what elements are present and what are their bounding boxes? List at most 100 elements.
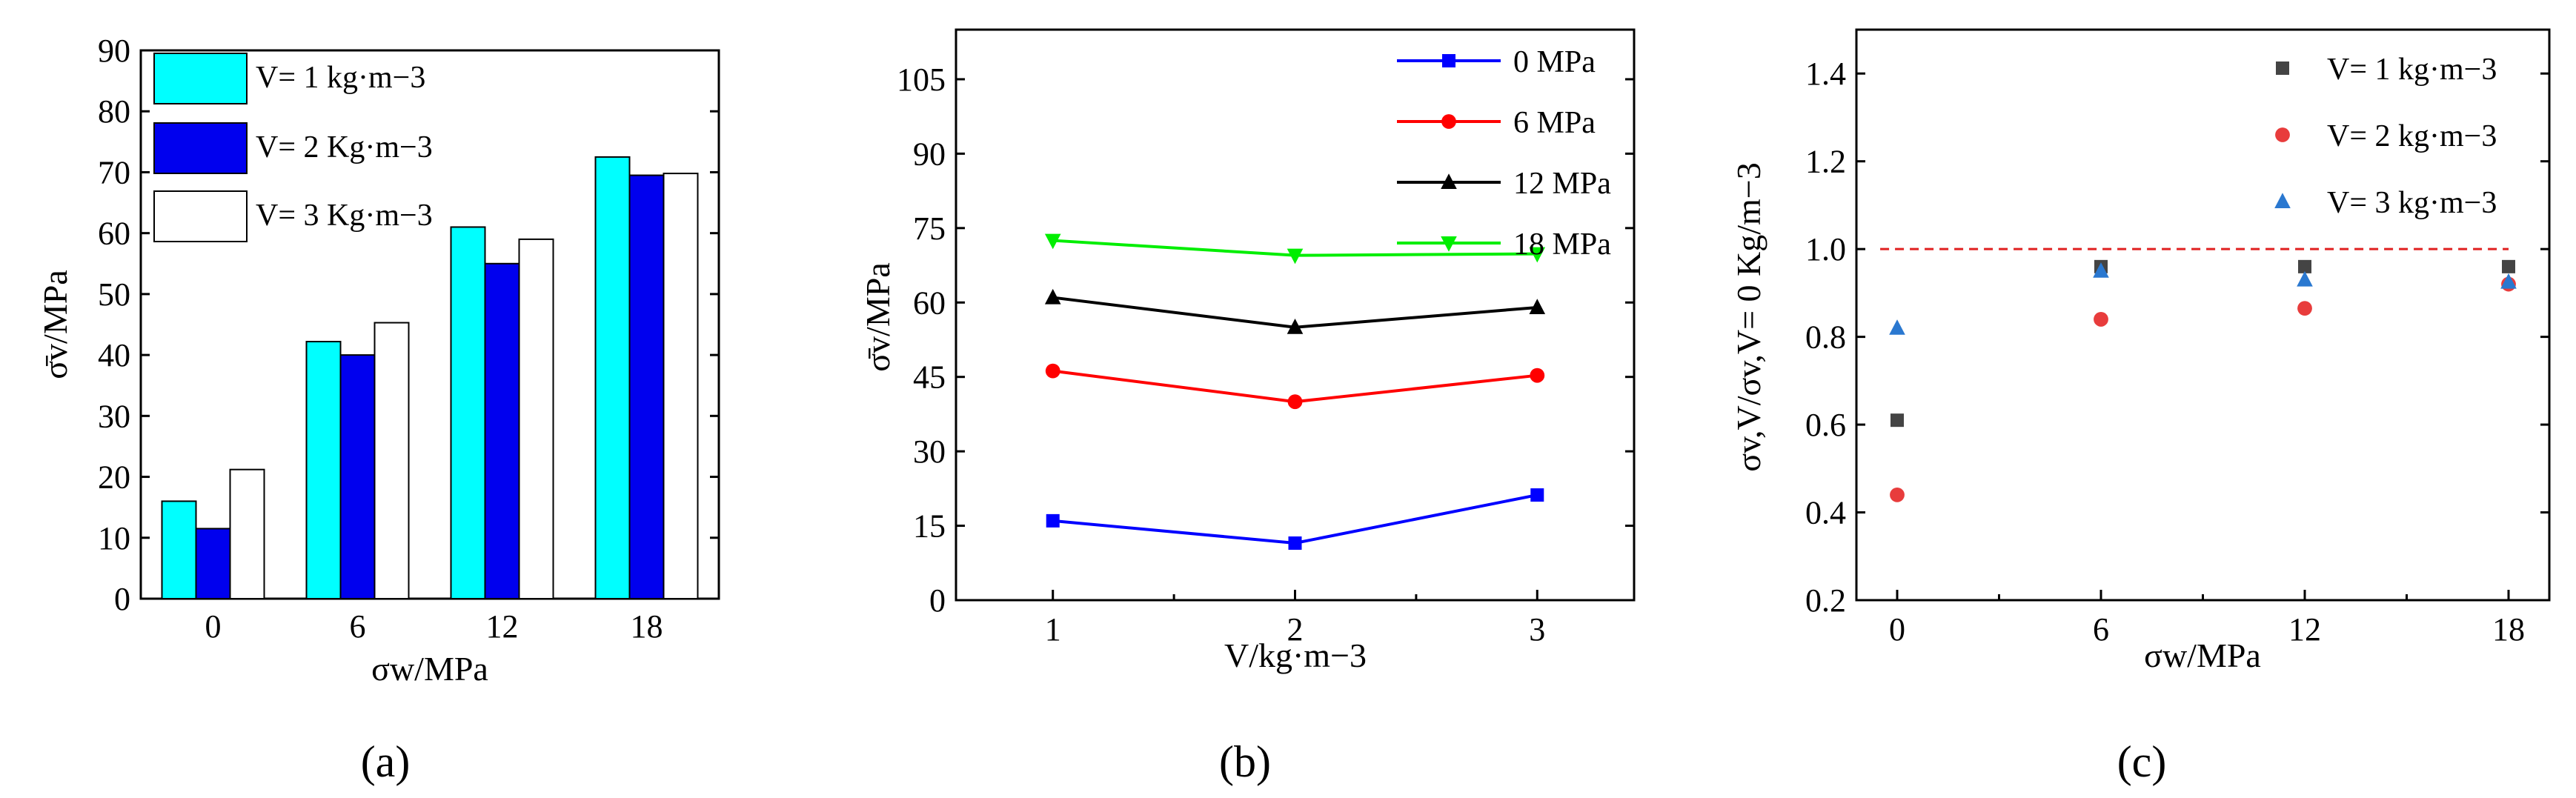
panel-c-x-tick-label: 6 — [2093, 611, 2109, 648]
panel-b-legend-label: 12 MPa — [1513, 167, 1611, 201]
panel-c-y-tick-label: 0.4 — [1805, 495, 1846, 531]
panel-b-point — [1287, 248, 1304, 265]
panel-c-point — [2297, 270, 2313, 287]
panel-b-point — [1529, 299, 1546, 314]
panel-b-y-tick-label: 45 — [913, 359, 946, 396]
panel-b-y-tick-label: 15 — [913, 508, 946, 545]
panel-b-point — [1044, 233, 1061, 250]
panel-b-x-tick-label: 1 — [1045, 611, 1061, 648]
panel-a-bar — [374, 322, 410, 599]
panel-b-y-tick-label: 30 — [913, 433, 946, 470]
panel-a-y-tick-label: 90 — [98, 33, 130, 69]
panel-b-y-tick-label: 0 — [929, 582, 946, 619]
panel-b-x-tick-label: 3 — [1529, 611, 1545, 648]
panel-a-legend-swatch-2 — [153, 122, 248, 174]
panel-b-point — [1288, 536, 1302, 550]
panel-c-x-tick-label: 12 — [2288, 611, 2321, 648]
panel-a-bar — [339, 354, 376, 599]
panel-b-series-line — [1052, 493, 1538, 545]
panel-c-point — [1890, 487, 1905, 502]
panel-c-x-tick-label: 18 — [2492, 611, 2525, 648]
panel-c-legend-marker — [2276, 61, 2289, 75]
panel-c-y-tick-label: 1.4 — [1805, 56, 1846, 92]
panel-a-y-tick-label: 70 — [98, 154, 130, 190]
panel-a-y-tick-label: 60 — [98, 216, 130, 252]
panel-a-bar — [518, 238, 554, 599]
panel-c-point — [2093, 262, 2109, 278]
panel-a-x-tick-label: 6 — [350, 608, 366, 645]
panel-a-y-tick-label: 50 — [98, 276, 130, 313]
panel-b-y-ticks: 0 15 30 45 60 75 90 105 — [897, 61, 1634, 619]
panel-c-legend-marker — [2275, 127, 2290, 142]
panel-b-y-tick-label: 75 — [913, 210, 946, 247]
panel-b-point — [1530, 488, 1544, 502]
panel-b-legend-label: 6 MPa — [1513, 106, 1596, 140]
panel-b-x-axis-label: V/kg·m−3 — [1224, 636, 1367, 674]
panel-a-bar — [305, 341, 342, 599]
panel-c: 0.2 0.4 0.6 0.8 1.0 1.2 1.4 0 6 12 18 V= 1 kg·m−3… — [1730, 28, 2551, 786]
panel-b-x-ticks: 1 2 3 — [1045, 590, 1545, 648]
panel-b-point — [1529, 247, 1546, 263]
panel-a-y-ticks: 0 10 20 30 40 50 60 70 80 90 — [98, 33, 719, 617]
panel-c-y-tick-label: 0.8 — [1805, 319, 1846, 356]
panel-c-y-tick-label: 0.6 — [1805, 407, 1846, 443]
panel-b-point — [1287, 319, 1304, 334]
panel-a-y-tick-label: 10 — [98, 520, 130, 556]
panel-b-point — [1045, 363, 1060, 379]
panel-c-point — [2298, 259, 2311, 273]
panel-a-x-tick-label: 0 — [205, 608, 222, 645]
panel-c-point — [2500, 273, 2517, 289]
panel-a-caption: (a) — [361, 737, 411, 786]
panel-a-x-axis-label: σw/MPa — [371, 650, 488, 688]
panel-a-y-tick-label: 20 — [98, 459, 130, 496]
panel-b-point — [1530, 368, 1545, 383]
panel-c-x-tick-label: 0 — [1889, 611, 1905, 648]
panel-b-legend-label: 18 MPa — [1513, 227, 1611, 262]
panel-a-y-tick-label: 80 — [98, 93, 130, 130]
panel-c-y-tick-label: 0.2 — [1805, 582, 1846, 619]
panel-b-point — [1046, 513, 1060, 528]
panel-b-legend-marker — [1442, 54, 1455, 67]
panel-a-legend-label-3: V= 3 Kg·m−3 — [256, 199, 433, 233]
panel-b: 0 15 30 45 60 75 90 105 1 2 3 0 MPa 6 MPa 12 MPa 18 … — [859, 28, 1636, 786]
panel-c-legend-label: V= 1 kg·m−3 — [2327, 53, 2497, 87]
panel-b-y-tick-label: 105 — [897, 61, 946, 98]
panel-a-y-tick-label: 30 — [98, 398, 130, 434]
panel-a-x-tick-label: 12 — [486, 608, 519, 645]
panel-b-y-axis-label: σ̄v/MPa — [859, 262, 897, 371]
panel-b-series — [1044, 233, 1546, 550]
panel-c-point — [2094, 312, 2108, 327]
panel-a-bar — [663, 173, 699, 600]
panel-c-x-ticks: 0 6 12 18 — [1889, 590, 2525, 648]
panel-b-legend: 0 MPa 6 MPa 12 MPa 18 MPa — [1397, 45, 1611, 262]
panel-a-legend-swatch-1 — [153, 53, 248, 104]
panel-a: 0 10 20 30 40 50 60 70 80 90 0 6 12 18 V= 1 kg·m−3 V… — [36, 33, 720, 786]
panel-c-caption: (c) — [2117, 737, 2167, 786]
panel-c-y-ticks: 0.2 0.4 0.6 0.8 1.0 1.2 1.4 — [1805, 56, 2549, 619]
panel-a-y-tick-label: 40 — [98, 337, 130, 373]
panel-a-legend-swatch-3 — [153, 190, 248, 242]
panel-b-x-tick-label: 2 — [1287, 611, 1304, 648]
panel-a-x-tick-label: 18 — [631, 608, 663, 645]
panel-c-points — [1889, 259, 2517, 502]
panel-c-point — [1889, 319, 1905, 335]
panel-a-legend-label-1: V= 1 kg·m−3 — [256, 61, 425, 95]
panel-c-point — [2297, 301, 2312, 316]
panel-c-x-axis-label: σw/MPa — [2144, 636, 2261, 674]
panel-a-bar — [484, 262, 520, 599]
panel-c-y-axis-label: σv,V/σv,V= 0 Kg/m−3 — [1730, 162, 1767, 472]
panel-c-point — [1890, 413, 1904, 428]
panel-b-point — [1044, 288, 1061, 305]
panel-a-bar — [161, 500, 197, 600]
panel-a-bar — [628, 174, 665, 600]
panel-b-legend-label: 0 MPa — [1513, 45, 1596, 79]
panel-a-legend: V= 1 kg·m−3 V= 2 Kg·m−3 V= 3 Kg·m−3 — [153, 53, 433, 242]
panel-a-bar — [229, 468, 265, 600]
panel-a-plot-frame — [139, 49, 720, 600]
panel-a-y-tick-label: 0 — [114, 581, 130, 617]
panel-a-bar — [195, 528, 231, 600]
panel-a-bar — [450, 226, 486, 599]
panel-c-point — [2502, 259, 2515, 273]
panel-c-legend: V= 1 kg·m−3 V= 2 kg·m−3 V= 3 kg·m−3 — [2274, 53, 2497, 220]
